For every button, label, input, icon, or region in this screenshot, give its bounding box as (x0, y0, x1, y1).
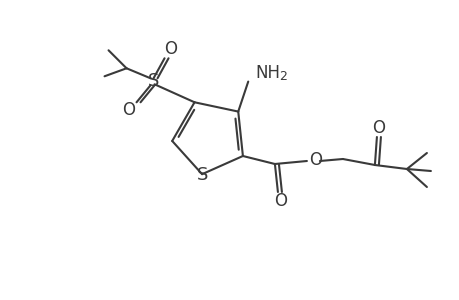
Text: 2: 2 (279, 70, 286, 83)
Text: O: O (372, 119, 385, 137)
Text: O: O (164, 40, 177, 58)
Text: NH: NH (255, 64, 280, 82)
Text: S: S (147, 72, 159, 90)
Text: S: S (196, 166, 207, 184)
Text: O: O (122, 101, 135, 119)
Text: O: O (274, 192, 287, 210)
Text: O: O (309, 151, 322, 169)
